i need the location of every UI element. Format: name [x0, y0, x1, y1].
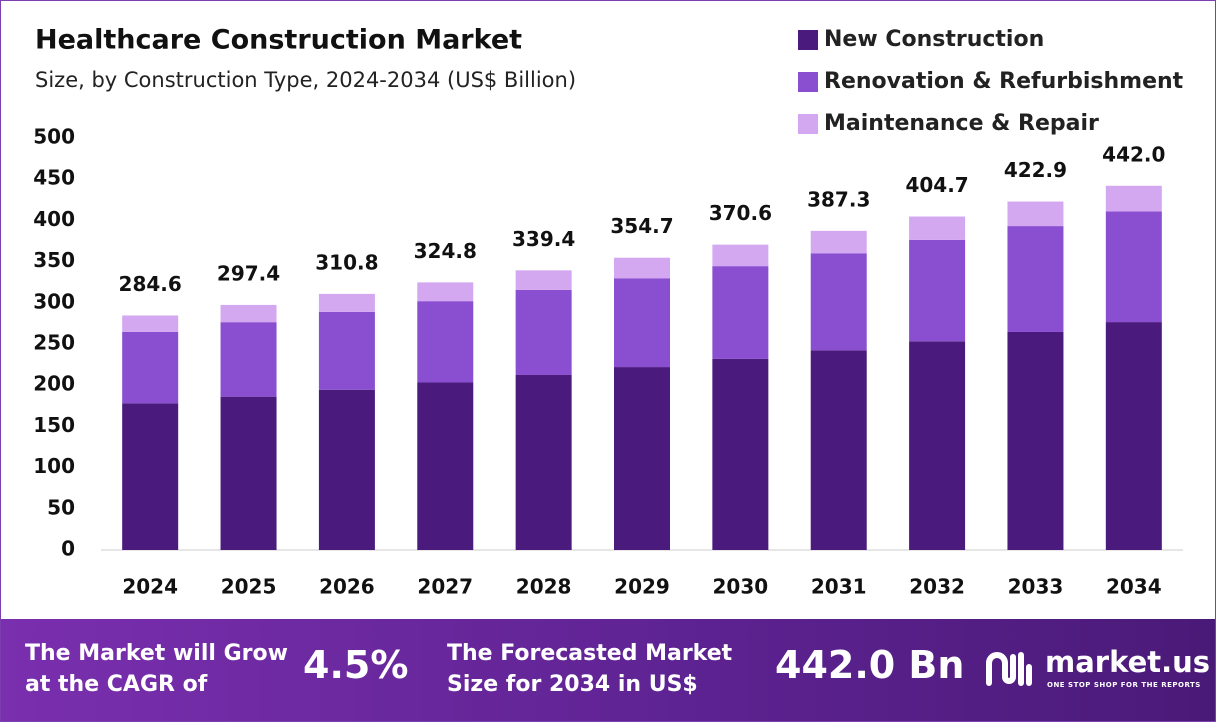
y-tick-label: 300	[33, 289, 75, 313]
total-label: 354.7	[610, 214, 673, 238]
forecast-text: The Forecasted Market Size for 2034 in U…	[447, 641, 733, 697]
x-tick-label: 2024	[122, 575, 178, 599]
bar-segment	[614, 367, 670, 550]
bar-segment	[515, 374, 572, 550]
y-tick-label: 200	[33, 372, 75, 396]
total-label: 442.0	[1102, 142, 1165, 166]
total-label: 339.4	[512, 227, 575, 251]
bar-segment	[220, 322, 277, 397]
bar-segment	[1105, 322, 1162, 550]
total-label: 422.9	[1004, 158, 1067, 182]
bar-segment	[515, 270, 572, 290]
bar-segment	[909, 216, 966, 240]
x-tick-label: 2032	[909, 575, 965, 599]
bar-segment	[614, 278, 670, 368]
bar-segment	[220, 396, 277, 550]
bar-segment	[122, 315, 179, 332]
bar-segment	[318, 311, 375, 390]
bar-segment	[1007, 226, 1064, 332]
forecast-value: 442.0 Bn	[775, 643, 965, 687]
brand-tagline: ONE STOP SHOP FOR THE REPORTS	[1047, 681, 1201, 689]
bar-segment	[122, 331, 179, 404]
y-tick-label: 150	[33, 413, 75, 437]
brand-logo	[986, 652, 1032, 686]
bar-segment	[712, 266, 769, 359]
bar-segment	[417, 301, 474, 383]
x-tick-label: 2028	[516, 575, 572, 599]
total-label: 387.3	[807, 187, 870, 211]
legend-swatch	[798, 72, 818, 92]
cagr-value: 4.5%	[303, 643, 409, 687]
total-label: 297.4	[217, 261, 280, 285]
chart-title: Healthcare Construction Market	[35, 25, 522, 56]
bar-segment	[515, 289, 572, 375]
x-tick-label: 2030	[713, 575, 769, 599]
bar-segment	[220, 304, 277, 323]
x-tick-label: 2025	[221, 575, 277, 599]
footer-banner: The Market will Grow at the CAGR of 4.5%…	[1, 619, 1215, 721]
y-tick-label: 250	[33, 331, 75, 355]
bar-segment	[909, 341, 966, 550]
y-tick-label: 50	[47, 495, 75, 519]
legend-swatch	[798, 30, 818, 50]
bar-segment	[1007, 201, 1064, 227]
total-label: 370.6	[709, 201, 772, 225]
x-tick-label: 2033	[1008, 575, 1064, 599]
x-tick-label: 2026	[319, 575, 375, 599]
bar-segment	[318, 389, 375, 550]
bar-segment	[810, 230, 867, 254]
bar-segment	[1105, 185, 1162, 212]
y-tick-label: 400	[33, 207, 75, 231]
bar-segment	[712, 358, 769, 550]
bar-segment	[810, 253, 867, 351]
total-label: 324.8	[414, 239, 477, 263]
y-tick-label: 350	[33, 248, 75, 272]
chart: Healthcare Construction Market Size, by …	[33, 25, 1184, 599]
bar-segment	[614, 257, 670, 279]
y-tick-label: 100	[33, 454, 75, 478]
legend-swatch	[798, 114, 818, 134]
legend-label: Renovation & Refurbishment	[824, 69, 1184, 94]
y-tick-label: 0	[61, 537, 75, 561]
bar-segment	[1105, 211, 1162, 323]
bar-segment	[810, 350, 867, 550]
total-label: 404.7	[905, 173, 968, 197]
y-tick-label: 500	[33, 125, 75, 149]
brand-name: market.us	[1045, 645, 1211, 679]
bar-segment	[318, 293, 375, 312]
cagr-text: The Market will Grow at the CAGR of	[25, 641, 288, 697]
bar-segment	[417, 282, 474, 302]
bar-segment	[417, 382, 474, 550]
bar-segment	[1007, 331, 1064, 550]
legend-label: Maintenance & Repair	[824, 111, 1099, 136]
x-tick-label: 2031	[811, 575, 867, 599]
chart-subtitle: Size, by Construction Type, 2024-2034 (U…	[35, 68, 576, 92]
bar-segment	[712, 244, 769, 267]
x-tick-label: 2029	[614, 575, 670, 599]
bar-segment	[909, 239, 966, 342]
bar-segment	[122, 403, 179, 550]
total-label: 310.8	[315, 250, 378, 274]
x-tick-label: 2034	[1106, 575, 1162, 599]
y-tick-label: 450	[33, 166, 75, 190]
total-label: 284.6	[119, 272, 182, 296]
legend-label: New Construction	[824, 27, 1044, 52]
x-tick-label: 2027	[417, 575, 473, 599]
